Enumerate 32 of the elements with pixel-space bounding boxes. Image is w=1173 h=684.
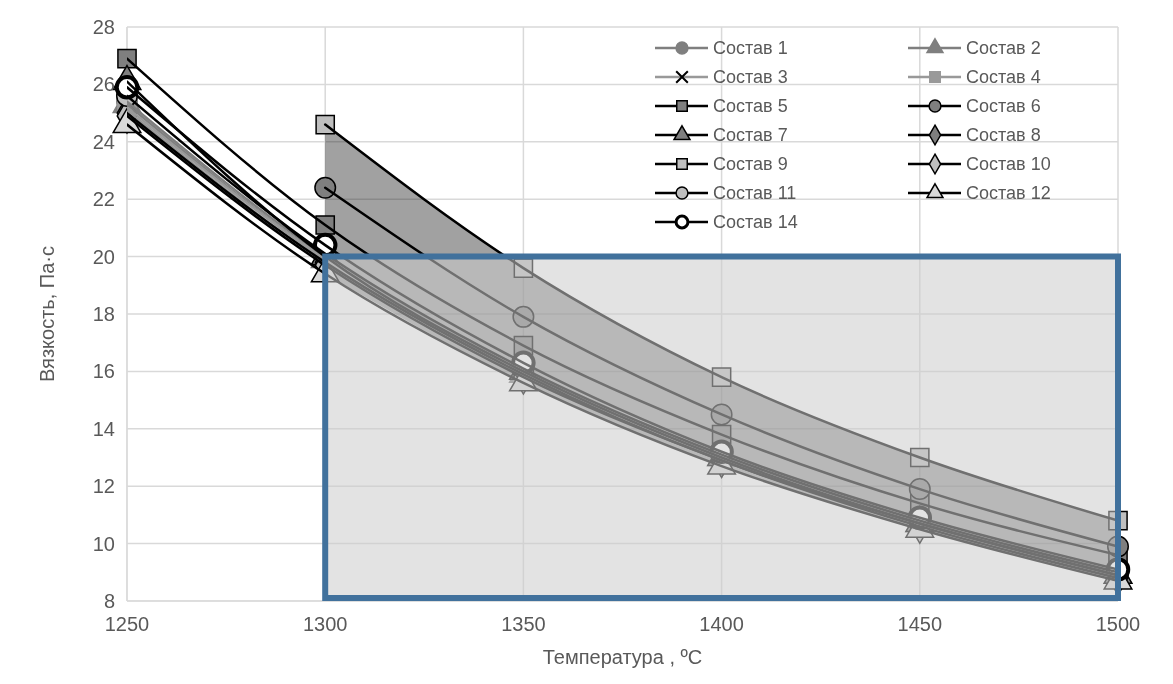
legend-label: Состав 8 xyxy=(966,125,1041,146)
legend-label: Состав 14 xyxy=(713,212,798,233)
x-axis-title: Температура , ºC xyxy=(542,646,703,668)
legend-label: Состав 2 xyxy=(966,38,1041,59)
legend-label: Состав 12 xyxy=(966,183,1051,204)
x-tick-label: 1450 xyxy=(897,613,943,635)
y-tick-label: 18 xyxy=(92,303,115,325)
legend-label: Состав 7 xyxy=(713,125,788,146)
y-tick-label: 8 xyxy=(103,590,115,612)
y-tick-label: 24 xyxy=(92,130,115,153)
x-tick-label: 1350 xyxy=(501,613,546,635)
legend-label: Состав 6 xyxy=(966,96,1041,117)
y-tick-label: 26 xyxy=(92,73,115,96)
y-axis-title: Вязкость, Па·с xyxy=(36,245,58,383)
x-tick-label: 1500 xyxy=(1095,613,1141,635)
x-tick-label: 1250 xyxy=(104,613,150,635)
y-tick-label: 10 xyxy=(92,532,115,555)
legend-label: Состав 5 xyxy=(713,96,788,117)
x-tick-label: 1300 xyxy=(302,613,348,635)
y-tick-label: 22 xyxy=(92,188,115,211)
legend-label: Состав 1 xyxy=(713,38,788,59)
legend-label: Состав 4 xyxy=(966,67,1041,88)
legend-label: Состав 11 xyxy=(713,183,797,204)
y-tick-label: 14 xyxy=(92,417,115,440)
y-tick-label: 16 xyxy=(92,360,115,383)
y-tick-label: 20 xyxy=(92,245,115,268)
y-tick-label: 28 xyxy=(92,16,115,38)
legend-label: Состав 9 xyxy=(713,154,788,175)
x-tick-label: 1400 xyxy=(699,613,744,635)
y-tick-label: 12 xyxy=(92,475,115,498)
legend-label: Состав 3 xyxy=(713,67,788,88)
legend-label: Состав 10 xyxy=(966,154,1051,175)
